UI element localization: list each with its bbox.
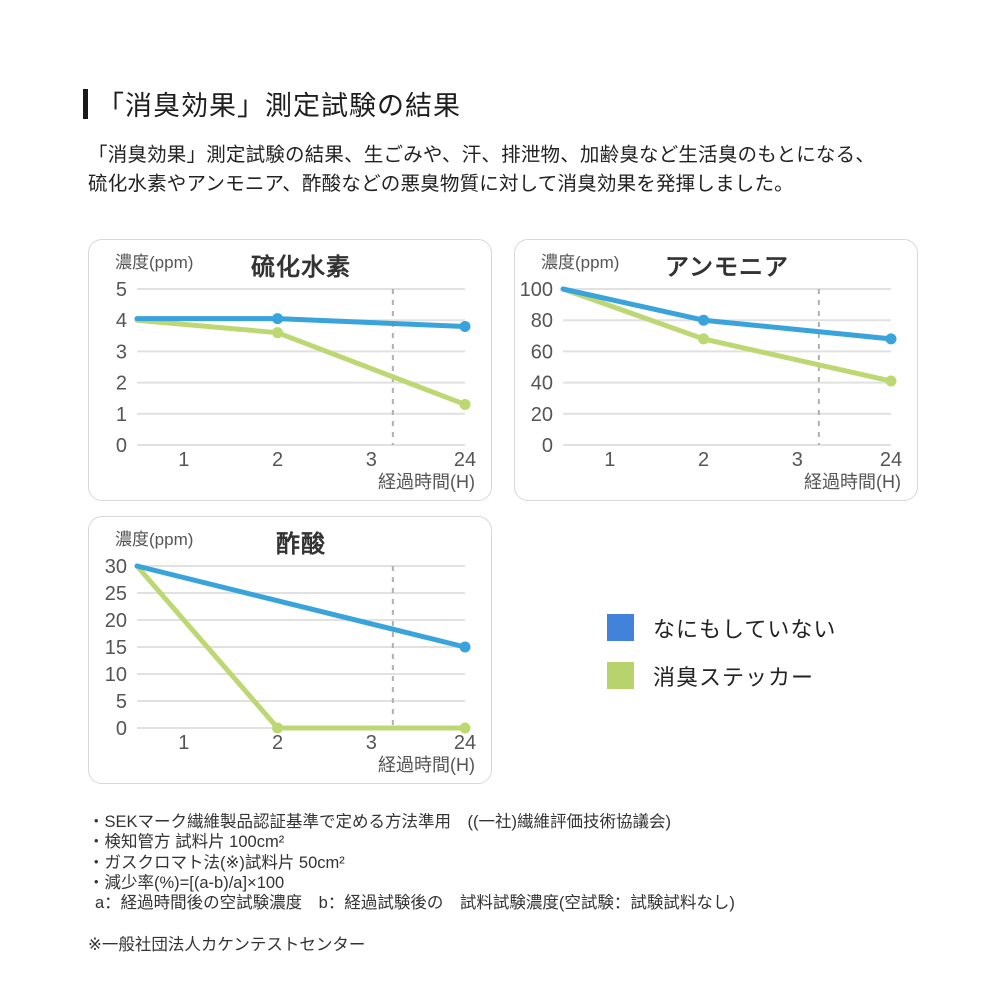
svg-text:硫化水素: 硫化水素 — [251, 253, 351, 281]
svg-text:濃度(ppm): 濃度(ppm) — [541, 253, 619, 272]
svg-text:40: 40 — [531, 373, 553, 395]
svg-text:24: 24 — [880, 449, 902, 471]
footnote-line-2: ・検知管方 試料片 100cm² — [88, 833, 285, 852]
svg-text:2: 2 — [698, 449, 709, 471]
header: 「消臭効果」測定試験の結果 — [83, 84, 461, 123]
svg-text:2: 2 — [272, 732, 283, 754]
svg-text:4: 4 — [116, 310, 127, 332]
svg-text:アンモニア: アンモニア — [665, 254, 789, 281]
svg-text:5: 5 — [116, 691, 127, 713]
svg-text:5: 5 — [116, 279, 127, 301]
svg-text:60: 60 — [531, 341, 553, 363]
page-title: 「消臭効果」測定試験の結果 — [97, 91, 461, 121]
svg-text:1: 1 — [178, 449, 189, 471]
svg-text:0: 0 — [116, 718, 127, 740]
chart-panel-hydrogen-sulfide: 5 4 3 2 1 0 1 2 3 24 濃度(ppm) 硫化水素経過時間(H) — [88, 239, 492, 501]
svg-text:経過時間(H): 経過時間(H) — [378, 472, 475, 492]
svg-text:3: 3 — [116, 341, 127, 363]
footnote-line-3: ・ガスクロマト法(※)試料片 50cm² — [88, 853, 345, 872]
svg-text:0: 0 — [542, 435, 553, 457]
footnote-line-5: a：経過時間後の空試験濃度 b：経過試験後の 試料試験濃度(空試験：試験試料なし… — [95, 894, 735, 913]
svg-text:20: 20 — [105, 610, 127, 632]
svg-text:3: 3 — [366, 449, 377, 471]
svg-text:25: 25 — [105, 583, 127, 605]
svg-text:3: 3 — [792, 449, 803, 471]
intro-line-2: 硫化水素やアンモニア、酢酸などの悪臭物質に対して消臭効果を発揮しました。 — [88, 173, 794, 195]
intro-paragraph: 「消臭効果」測定試験の結果、生ごみや、汗、排泄物、加齢臭など生活臭のもとになる、… — [88, 141, 948, 199]
chart-panel-ammonia: 100 80 60 40 20 0 1 2 3 24 濃度(ppm) アンモニア経過時間(H) — [514, 239, 918, 501]
legend: なにもしていない 消臭ステッカー — [607, 614, 836, 710]
intro-line-1: 「消臭効果」測定試験の結果、生ごみや、汗、排泄物、加齢臭など生活臭のもとになる、 — [88, 144, 876, 166]
legend-label-deodorant-sticker: 消臭ステッカー — [653, 664, 815, 690]
svg-text:80: 80 — [531, 310, 553, 332]
svg-text:濃度(ppm): 濃度(ppm) — [115, 253, 193, 272]
legend-item-deodorant-sticker: 消臭ステッカー — [607, 662, 836, 690]
svg-text:1: 1 — [604, 449, 615, 471]
svg-text:0: 0 — [116, 435, 127, 457]
svg-text:20: 20 — [531, 404, 553, 426]
svg-text:経過時間(H): 経過時間(H) — [378, 755, 475, 775]
footnotes: ・SEKマーク繊維製品認証基準で定める方法準用 ((一社)繊維評価技術協議会) … — [88, 812, 735, 913]
svg-text:2: 2 — [272, 449, 283, 471]
svg-text:濃度(ppm): 濃度(ppm) — [115, 530, 193, 549]
svg-text:24: 24 — [454, 732, 476, 754]
asterisk-note: ※一般社団法人カケンテストセンター — [88, 936, 366, 954]
svg-text:10: 10 — [105, 664, 127, 686]
title-accent-bar — [83, 88, 88, 119]
chart-panel-acetic-acid: 30 25 20 15 10 5 0 1 2 3 24 濃度(ppm) 酢酸経過時間(H) — [88, 516, 492, 784]
svg-text:1: 1 — [178, 732, 189, 754]
svg-text:経過時間(H): 経過時間(H) — [804, 472, 901, 492]
svg-text:1: 1 — [116, 404, 127, 426]
svg-text:15: 15 — [105, 637, 127, 659]
svg-text:30: 30 — [105, 556, 127, 578]
svg-text:100: 100 — [520, 279, 553, 301]
legend-item-untreated: なにもしていない — [607, 614, 837, 642]
legend-swatch-green — [607, 662, 634, 689]
svg-text:24: 24 — [454, 449, 476, 471]
svg-text:酢酸: 酢酸 — [276, 530, 326, 558]
footnote-line-4: ・減少率(%)=[(a-b)/a]×100 — [88, 873, 285, 892]
footnote-line-1: ・SEKマーク繊維製品認証基準で定める方法準用 ((一社)繊維評価技術協議会) — [88, 813, 671, 831]
legend-swatch-blue — [607, 614, 634, 641]
svg-text:2: 2 — [116, 373, 127, 395]
svg-text:3: 3 — [366, 732, 377, 754]
legend-label-untreated: なにもしていない — [653, 616, 837, 642]
